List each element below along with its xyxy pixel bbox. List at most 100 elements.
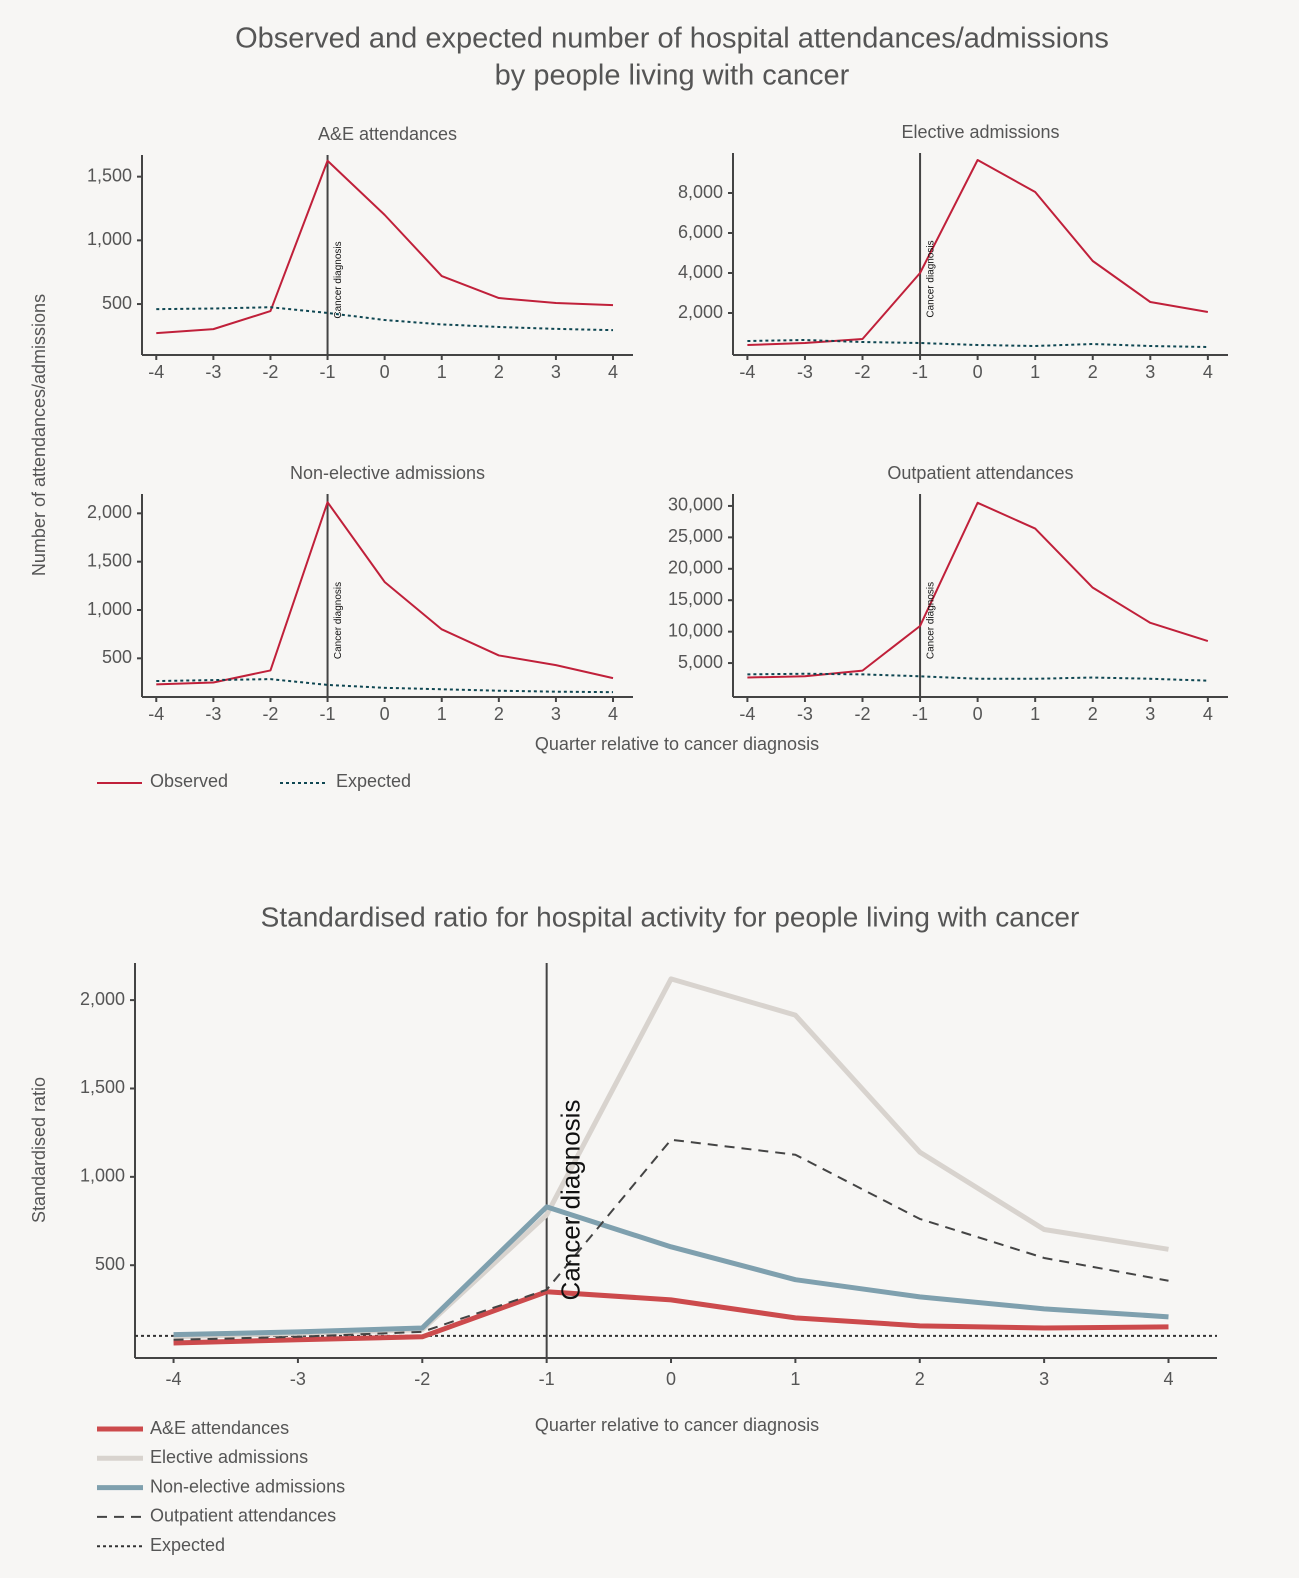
annotation-label: Cancer diagnosis — [926, 582, 937, 659]
x-tick-label: 3 — [1145, 362, 1155, 382]
y-tick-label: 1,000 — [80, 1166, 125, 1186]
x-tick-label: 3 — [1145, 704, 1155, 724]
x-tick-label: 3 — [1039, 1369, 1049, 1389]
y-tick-label: 2,000 — [80, 989, 125, 1009]
annotation-label: Cancer diagnosis — [333, 241, 344, 318]
x-axis-label: Quarter relative to cancer diagnosis — [535, 734, 819, 754]
y-axis-label: Standardised ratio — [29, 1077, 49, 1223]
y-tick-label: 1,500 — [80, 1077, 125, 1097]
panel-title: Elective admissions — [901, 122, 1059, 142]
x-tick-label: -4 — [166, 1369, 182, 1389]
y-tick-label: 1,000 — [87, 599, 132, 619]
y-tick-label: 10,000 — [668, 620, 723, 640]
x-tick-label: 4 — [1203, 704, 1213, 724]
x-tick-label: 0 — [973, 362, 983, 382]
y-tick-label: 8,000 — [678, 182, 723, 202]
x-tick-label: 3 — [551, 362, 561, 382]
y-tick-label: 1,500 — [87, 550, 132, 570]
x-tick-label: 4 — [1203, 362, 1213, 382]
x-tick-label: -3 — [797, 704, 813, 724]
annotation-label: Cancer diagnosis — [926, 240, 937, 317]
series-line — [156, 678, 614, 694]
panel-title: Non-elective admissions — [290, 463, 485, 483]
series-line — [747, 159, 1209, 346]
x-tick-label: 2 — [494, 362, 504, 382]
x-tick-label: 1 — [790, 1369, 800, 1389]
x-tick-label: -4 — [739, 362, 755, 382]
y-tick-label: 30,000 — [668, 495, 723, 515]
legend-label: Expected — [336, 771, 411, 791]
y-tick-label: 1,500 — [87, 165, 132, 185]
x-tick-label: 4 — [608, 704, 618, 724]
y-tick-label: 2,000 — [678, 302, 723, 322]
series-line — [173, 1204, 1169, 1338]
x-tick-label: -1 — [912, 362, 928, 382]
x-tick-label: 1 — [437, 704, 447, 724]
panel-title: A&E attendances — [318, 124, 457, 144]
x-tick-label: 1 — [1030, 704, 1040, 724]
x-tick-label: 2 — [494, 704, 504, 724]
y-tick-label: 500 — [102, 293, 132, 313]
x-tick-label: -3 — [205, 704, 221, 724]
x-tick-label: -2 — [854, 704, 870, 724]
x-tick-label: -1 — [539, 1369, 555, 1389]
y-tick-label: 500 — [95, 1254, 125, 1274]
annotation-label: Cancer diagnosis — [333, 582, 344, 659]
x-tick-label: -2 — [262, 362, 278, 382]
series-line — [747, 501, 1209, 679]
x-tick-label: -2 — [854, 362, 870, 382]
x-tick-label: -3 — [797, 362, 813, 382]
x-tick-label: -3 — [290, 1369, 306, 1389]
y-tick-label: 500 — [102, 647, 132, 667]
x-tick-label: -4 — [739, 704, 755, 724]
figure-title: by people living with cancer — [495, 60, 850, 92]
y-tick-label: 5,000 — [678, 652, 723, 672]
x-tick-label: 2 — [1088, 362, 1098, 382]
legend-label: A&E attendances — [150, 1418, 289, 1438]
annotation-label: Cancer diagnosis — [556, 1100, 586, 1301]
x-tick-label: -2 — [414, 1369, 430, 1389]
y-axis-label: Number of attendances/admissions — [29, 294, 49, 576]
x-tick-label: -3 — [205, 362, 221, 382]
legend-label: Expected — [150, 1535, 225, 1555]
x-tick-label: 0 — [973, 704, 983, 724]
x-tick-label: 2 — [1088, 704, 1098, 724]
y-tick-label: 2,000 — [87, 502, 132, 522]
x-axis-label: Quarter relative to cancer diagnosis — [535, 1415, 819, 1435]
series-line — [156, 159, 614, 335]
x-tick-label: -1 — [320, 362, 336, 382]
y-tick-label: 6,000 — [678, 222, 723, 242]
x-tick-label: 0 — [380, 362, 390, 382]
x-tick-label: 0 — [380, 704, 390, 724]
legend-label: Non-elective admissions — [150, 1476, 345, 1496]
x-tick-label: 4 — [608, 362, 618, 382]
x-tick-label: -1 — [912, 704, 928, 724]
y-tick-label: 1,000 — [87, 229, 132, 249]
series-line — [747, 339, 1208, 348]
x-tick-label: 1 — [437, 362, 447, 382]
panel-title: Outpatient attendances — [887, 463, 1073, 483]
chart-title: Standardised ratio for hospital activity… — [261, 901, 1080, 932]
series-line — [173, 1138, 1169, 1341]
legend-label: Outpatient attendances — [150, 1506, 336, 1526]
x-tick-label: -4 — [148, 704, 164, 724]
legend-label: Observed — [150, 771, 228, 791]
series-line — [747, 672, 1208, 682]
series-line — [156, 306, 614, 332]
figure-title: Observed and expected number of hospital… — [235, 23, 1109, 55]
x-tick-label: -2 — [262, 704, 278, 724]
y-tick-label: 25,000 — [668, 526, 723, 546]
x-tick-label: 1 — [1030, 362, 1040, 382]
x-tick-label: 4 — [1163, 1369, 1173, 1389]
series-line — [156, 501, 614, 686]
x-tick-label: 0 — [666, 1369, 676, 1389]
y-tick-label: 20,000 — [668, 558, 723, 578]
x-tick-label: -4 — [148, 362, 164, 382]
series-line — [173, 1289, 1169, 1346]
x-tick-label: 2 — [915, 1369, 925, 1389]
x-tick-label: -1 — [320, 704, 336, 724]
y-tick-label: 15,000 — [668, 589, 723, 609]
